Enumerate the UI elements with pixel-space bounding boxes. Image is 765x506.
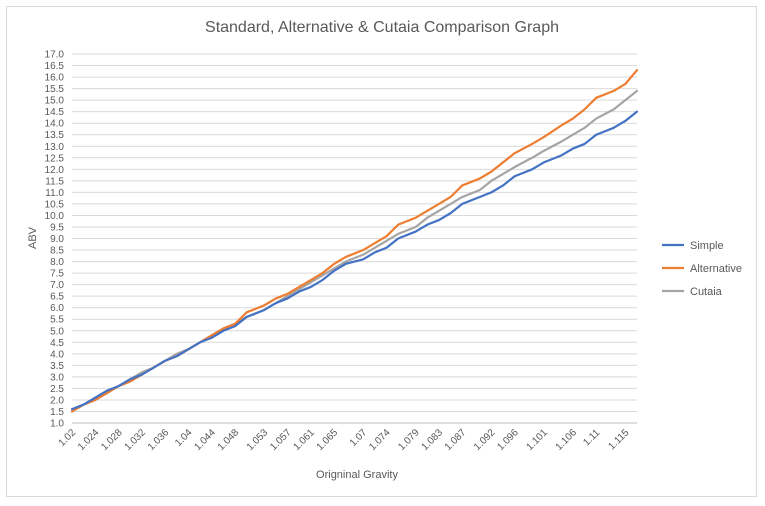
y-tick-label: 6.5 [50,292,64,303]
y-tick-label: 12.5 [45,153,65,164]
series-line-simple [70,110,639,411]
x-tick-label: 1.036 [146,427,172,453]
gridlines [72,53,637,424]
series-lines [70,69,639,413]
x-tick-label: 1.044 [192,427,218,453]
y-tick-label: 2.5 [50,384,64,395]
y-tick-label: 1.5 [50,407,64,418]
x-tick-label: 1.065 [315,427,341,453]
x-tick-label: 1.024 [76,427,102,453]
y-tick-label: 7.0 [50,280,64,291]
legend: Simple Alternative Cutaia [662,240,742,298]
legend-label-alternative: Alternative [690,263,742,275]
series-line-cutaia [70,89,639,413]
y-tick-label: 15.5 [45,84,65,95]
x-tick-label: 1.115 [607,427,632,452]
x-tick-label: 1.057 [268,427,294,453]
y-tick-label: 3.5 [50,361,64,372]
x-tick-label: 1.053 [245,427,271,453]
y-tick-label: 8.0 [50,257,64,268]
y-tick-label: 3.0 [50,372,64,383]
chart-frame [6,6,757,497]
x-tick-label: 1.11 [581,427,602,448]
y-tick-label: 10.0 [45,211,65,222]
x-tick-label: 1.096 [495,427,521,453]
y-tick-label: 14.0 [45,119,65,130]
y-tick-label: 5.5 [50,315,64,326]
y-tick-label: 8.5 [50,246,64,257]
x-tick-label: 1.083 [420,427,446,453]
y-tick-label: 2.0 [50,395,64,406]
y-tick-label: 17.0 [45,50,65,61]
y-tick-label: 10.5 [45,199,65,210]
y-tick-label: 7.5 [50,269,64,280]
y-tick-label: 1.0 [50,419,64,430]
x-tick-label: 1.028 [99,427,125,453]
x-tick-label: 1.101 [524,427,550,453]
legend-label-cutaia: Cutaia [690,286,723,298]
y-tick-label: 13.0 [45,142,65,153]
x-axis-title: Origninal Gravity [316,469,398,481]
x-tick-label: 1.048 [216,427,242,453]
x-tick-label: 1.087 [443,427,469,453]
chart-title: Standard, Alternative & Cutaia Compariso… [205,19,559,36]
series-line-alternative [70,69,639,413]
y-tick-label: 16.0 [45,73,65,84]
y-tick-label: 11.5 [45,176,64,187]
x-tick-label: 1.092 [472,427,498,453]
x-tick-label: 1.074 [367,427,393,453]
y-axis-ticks: 1.01.52.02.53.03.54.04.55.05.56.06.57.07… [45,50,65,430]
y-tick-label: 4.5 [50,338,64,349]
y-tick-label: 14.5 [45,107,65,118]
y-tick-label: 5.0 [50,326,64,337]
x-tick-label: 1.079 [396,427,422,453]
y-tick-label: 15.0 [45,96,65,107]
x-tick-label: 1.061 [291,427,317,453]
y-tick-label: 13.5 [45,130,65,141]
y-tick-label: 4.0 [50,349,64,360]
y-axis-title: ABV [27,226,39,249]
y-tick-label: 9.5 [50,222,64,233]
y-tick-label: 16.5 [45,61,65,72]
y-tick-label: 12.0 [45,165,65,176]
x-tick-label: 1.106 [554,427,580,453]
y-tick-label: 11.0 [45,188,64,199]
y-tick-label: 6.0 [50,303,64,314]
legend-label-simple: Simple [690,240,724,252]
y-tick-label: 9.0 [50,234,64,245]
x-tick-label: 1.032 [123,427,149,453]
